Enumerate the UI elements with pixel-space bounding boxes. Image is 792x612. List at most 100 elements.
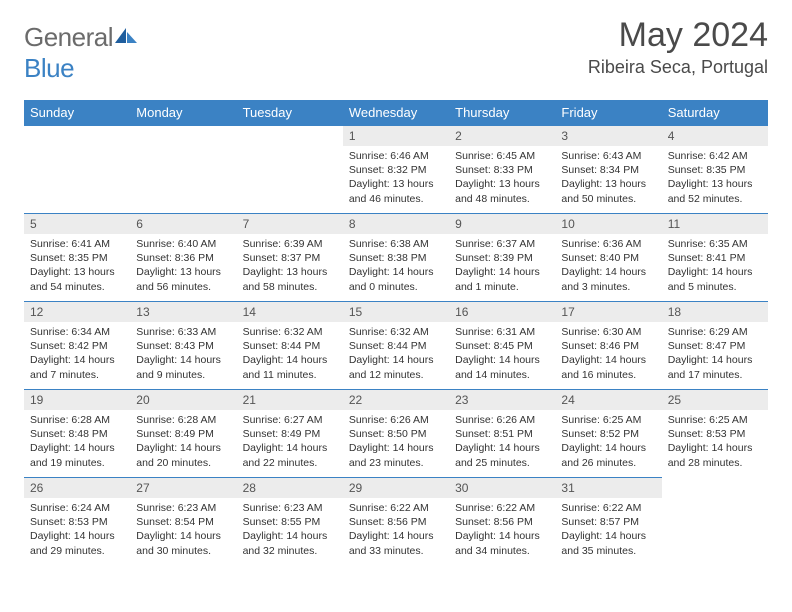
day-number: 3 [555,126,661,146]
daylight-line1: Daylight: 14 hours [561,353,655,367]
calendar-day-cell: 6Sunrise: 6:40 AMSunset: 8:36 PMDaylight… [130,214,236,302]
daylight-line1: Daylight: 14 hours [30,353,124,367]
day-number: 27 [130,478,236,498]
day-details: Sunrise: 6:36 AMSunset: 8:40 PMDaylight:… [555,234,661,298]
day-details: Sunrise: 6:23 AMSunset: 8:54 PMDaylight:… [130,498,236,562]
daylight-line1: Daylight: 14 hours [455,265,549,279]
day-details: Sunrise: 6:28 AMSunset: 8:49 PMDaylight:… [130,410,236,474]
day-number: 13 [130,302,236,322]
daylight-line1: Daylight: 14 hours [455,441,549,455]
sunrise-text: Sunrise: 6:22 AM [561,501,655,515]
daylight-line1: Daylight: 14 hours [561,265,655,279]
daylight-line1: Daylight: 14 hours [30,441,124,455]
sunrise-text: Sunrise: 6:27 AM [243,413,337,427]
sunrise-text: Sunrise: 6:42 AM [668,149,762,163]
sunset-text: Sunset: 8:44 PM [243,339,337,353]
daylight-line2: and 26 minutes. [561,456,655,470]
sunrise-text: Sunrise: 6:26 AM [349,413,443,427]
daylight-line1: Daylight: 13 hours [561,177,655,191]
calendar-day-cell: 8Sunrise: 6:38 AMSunset: 8:38 PMDaylight… [343,214,449,302]
day-number: 15 [343,302,449,322]
sunrise-text: Sunrise: 6:45 AM [455,149,549,163]
daylight-line1: Daylight: 14 hours [136,441,230,455]
calendar-day-cell: 14Sunrise: 6:32 AMSunset: 8:44 PMDayligh… [237,302,343,390]
day-details: Sunrise: 6:41 AMSunset: 8:35 PMDaylight:… [24,234,130,298]
daylight-line2: and 0 minutes. [349,280,443,294]
calendar-empty-cell [662,478,768,566]
sunset-text: Sunset: 8:57 PM [561,515,655,529]
weekday-header: Wednesday [343,100,449,126]
sunset-text: Sunset: 8:36 PM [136,251,230,265]
calendar-day-cell: 30Sunrise: 6:22 AMSunset: 8:56 PMDayligh… [449,478,555,566]
month-title: May 2024 [588,16,768,55]
calendar-day-cell: 25Sunrise: 6:25 AMSunset: 8:53 PMDayligh… [662,390,768,478]
sunset-text: Sunset: 8:37 PM [243,251,337,265]
weekday-header: Monday [130,100,236,126]
sunset-text: Sunset: 8:45 PM [455,339,549,353]
sunrise-text: Sunrise: 6:24 AM [30,501,124,515]
daylight-line1: Daylight: 13 hours [349,177,443,191]
daylight-line2: and 25 minutes. [455,456,549,470]
calendar-day-cell: 12Sunrise: 6:34 AMSunset: 8:42 PMDayligh… [24,302,130,390]
day-details: Sunrise: 6:42 AMSunset: 8:35 PMDaylight:… [662,146,768,210]
daylight-line2: and 20 minutes. [136,456,230,470]
sunrise-text: Sunrise: 6:40 AM [136,237,230,251]
daylight-line1: Daylight: 14 hours [668,265,762,279]
weekday-header-row: SundayMondayTuesdayWednesdayThursdayFrid… [24,100,768,126]
day-details: Sunrise: 6:27 AMSunset: 8:49 PMDaylight:… [237,410,343,474]
sunrise-text: Sunrise: 6:35 AM [668,237,762,251]
sunrise-text: Sunrise: 6:25 AM [668,413,762,427]
calendar-day-cell: 21Sunrise: 6:27 AMSunset: 8:49 PMDayligh… [237,390,343,478]
daylight-line1: Daylight: 14 hours [136,353,230,367]
daylight-line1: Daylight: 14 hours [349,265,443,279]
daylight-line1: Daylight: 13 hours [668,177,762,191]
sunrise-text: Sunrise: 6:36 AM [561,237,655,251]
calendar-day-cell: 9Sunrise: 6:37 AMSunset: 8:39 PMDaylight… [449,214,555,302]
day-details: Sunrise: 6:22 AMSunset: 8:56 PMDaylight:… [343,498,449,562]
daylight-line2: and 33 minutes. [349,544,443,558]
day-details: Sunrise: 6:32 AMSunset: 8:44 PMDaylight:… [237,322,343,386]
daylight-line2: and 11 minutes. [243,368,337,382]
day-details: Sunrise: 6:25 AMSunset: 8:52 PMDaylight:… [555,410,661,474]
weekday-header: Tuesday [237,100,343,126]
sunrise-text: Sunrise: 6:23 AM [136,501,230,515]
day-details: Sunrise: 6:33 AMSunset: 8:43 PMDaylight:… [130,322,236,386]
day-number: 8 [343,214,449,234]
daylight-line2: and 22 minutes. [243,456,337,470]
calendar-day-cell: 3Sunrise: 6:43 AMSunset: 8:34 PMDaylight… [555,126,661,214]
day-details: Sunrise: 6:46 AMSunset: 8:32 PMDaylight:… [343,146,449,210]
sunrise-text: Sunrise: 6:26 AM [455,413,549,427]
day-number: 9 [449,214,555,234]
day-number: 25 [662,390,768,410]
calendar-table: SundayMondayTuesdayWednesdayThursdayFrid… [24,100,768,566]
day-number: 28 [237,478,343,498]
calendar-empty-cell [130,126,236,214]
calendar-day-cell: 19Sunrise: 6:28 AMSunset: 8:48 PMDayligh… [24,390,130,478]
calendar-week-row: 5Sunrise: 6:41 AMSunset: 8:35 PMDaylight… [24,214,768,302]
sunrise-text: Sunrise: 6:28 AM [136,413,230,427]
sunrise-text: Sunrise: 6:23 AM [243,501,337,515]
calendar-day-cell: 17Sunrise: 6:30 AMSunset: 8:46 PMDayligh… [555,302,661,390]
sunrise-text: Sunrise: 6:30 AM [561,325,655,339]
title-block: May 2024 Ribeira Seca, Portugal [588,16,768,78]
daylight-line1: Daylight: 13 hours [243,265,337,279]
calendar-day-cell: 31Sunrise: 6:22 AMSunset: 8:57 PMDayligh… [555,478,661,566]
day-details: Sunrise: 6:34 AMSunset: 8:42 PMDaylight:… [24,322,130,386]
sunset-text: Sunset: 8:35 PM [668,163,762,177]
calendar-day-cell: 4Sunrise: 6:42 AMSunset: 8:35 PMDaylight… [662,126,768,214]
day-details: Sunrise: 6:26 AMSunset: 8:51 PMDaylight:… [449,410,555,474]
sunrise-text: Sunrise: 6:43 AM [561,149,655,163]
weekday-header: Friday [555,100,661,126]
daylight-line1: Daylight: 14 hours [668,441,762,455]
daylight-line2: and 14 minutes. [455,368,549,382]
daylight-line2: and 1 minute. [455,280,549,294]
daylight-line2: and 54 minutes. [30,280,124,294]
daylight-line1: Daylight: 14 hours [668,353,762,367]
calendar-page: General Blue May 2024 Ribeira Seca, Port… [0,0,792,584]
daylight-line1: Daylight: 14 hours [136,529,230,543]
sunrise-text: Sunrise: 6:22 AM [349,501,443,515]
sunset-text: Sunset: 8:43 PM [136,339,230,353]
sunrise-text: Sunrise: 6:38 AM [349,237,443,251]
day-number: 16 [449,302,555,322]
sunrise-text: Sunrise: 6:34 AM [30,325,124,339]
